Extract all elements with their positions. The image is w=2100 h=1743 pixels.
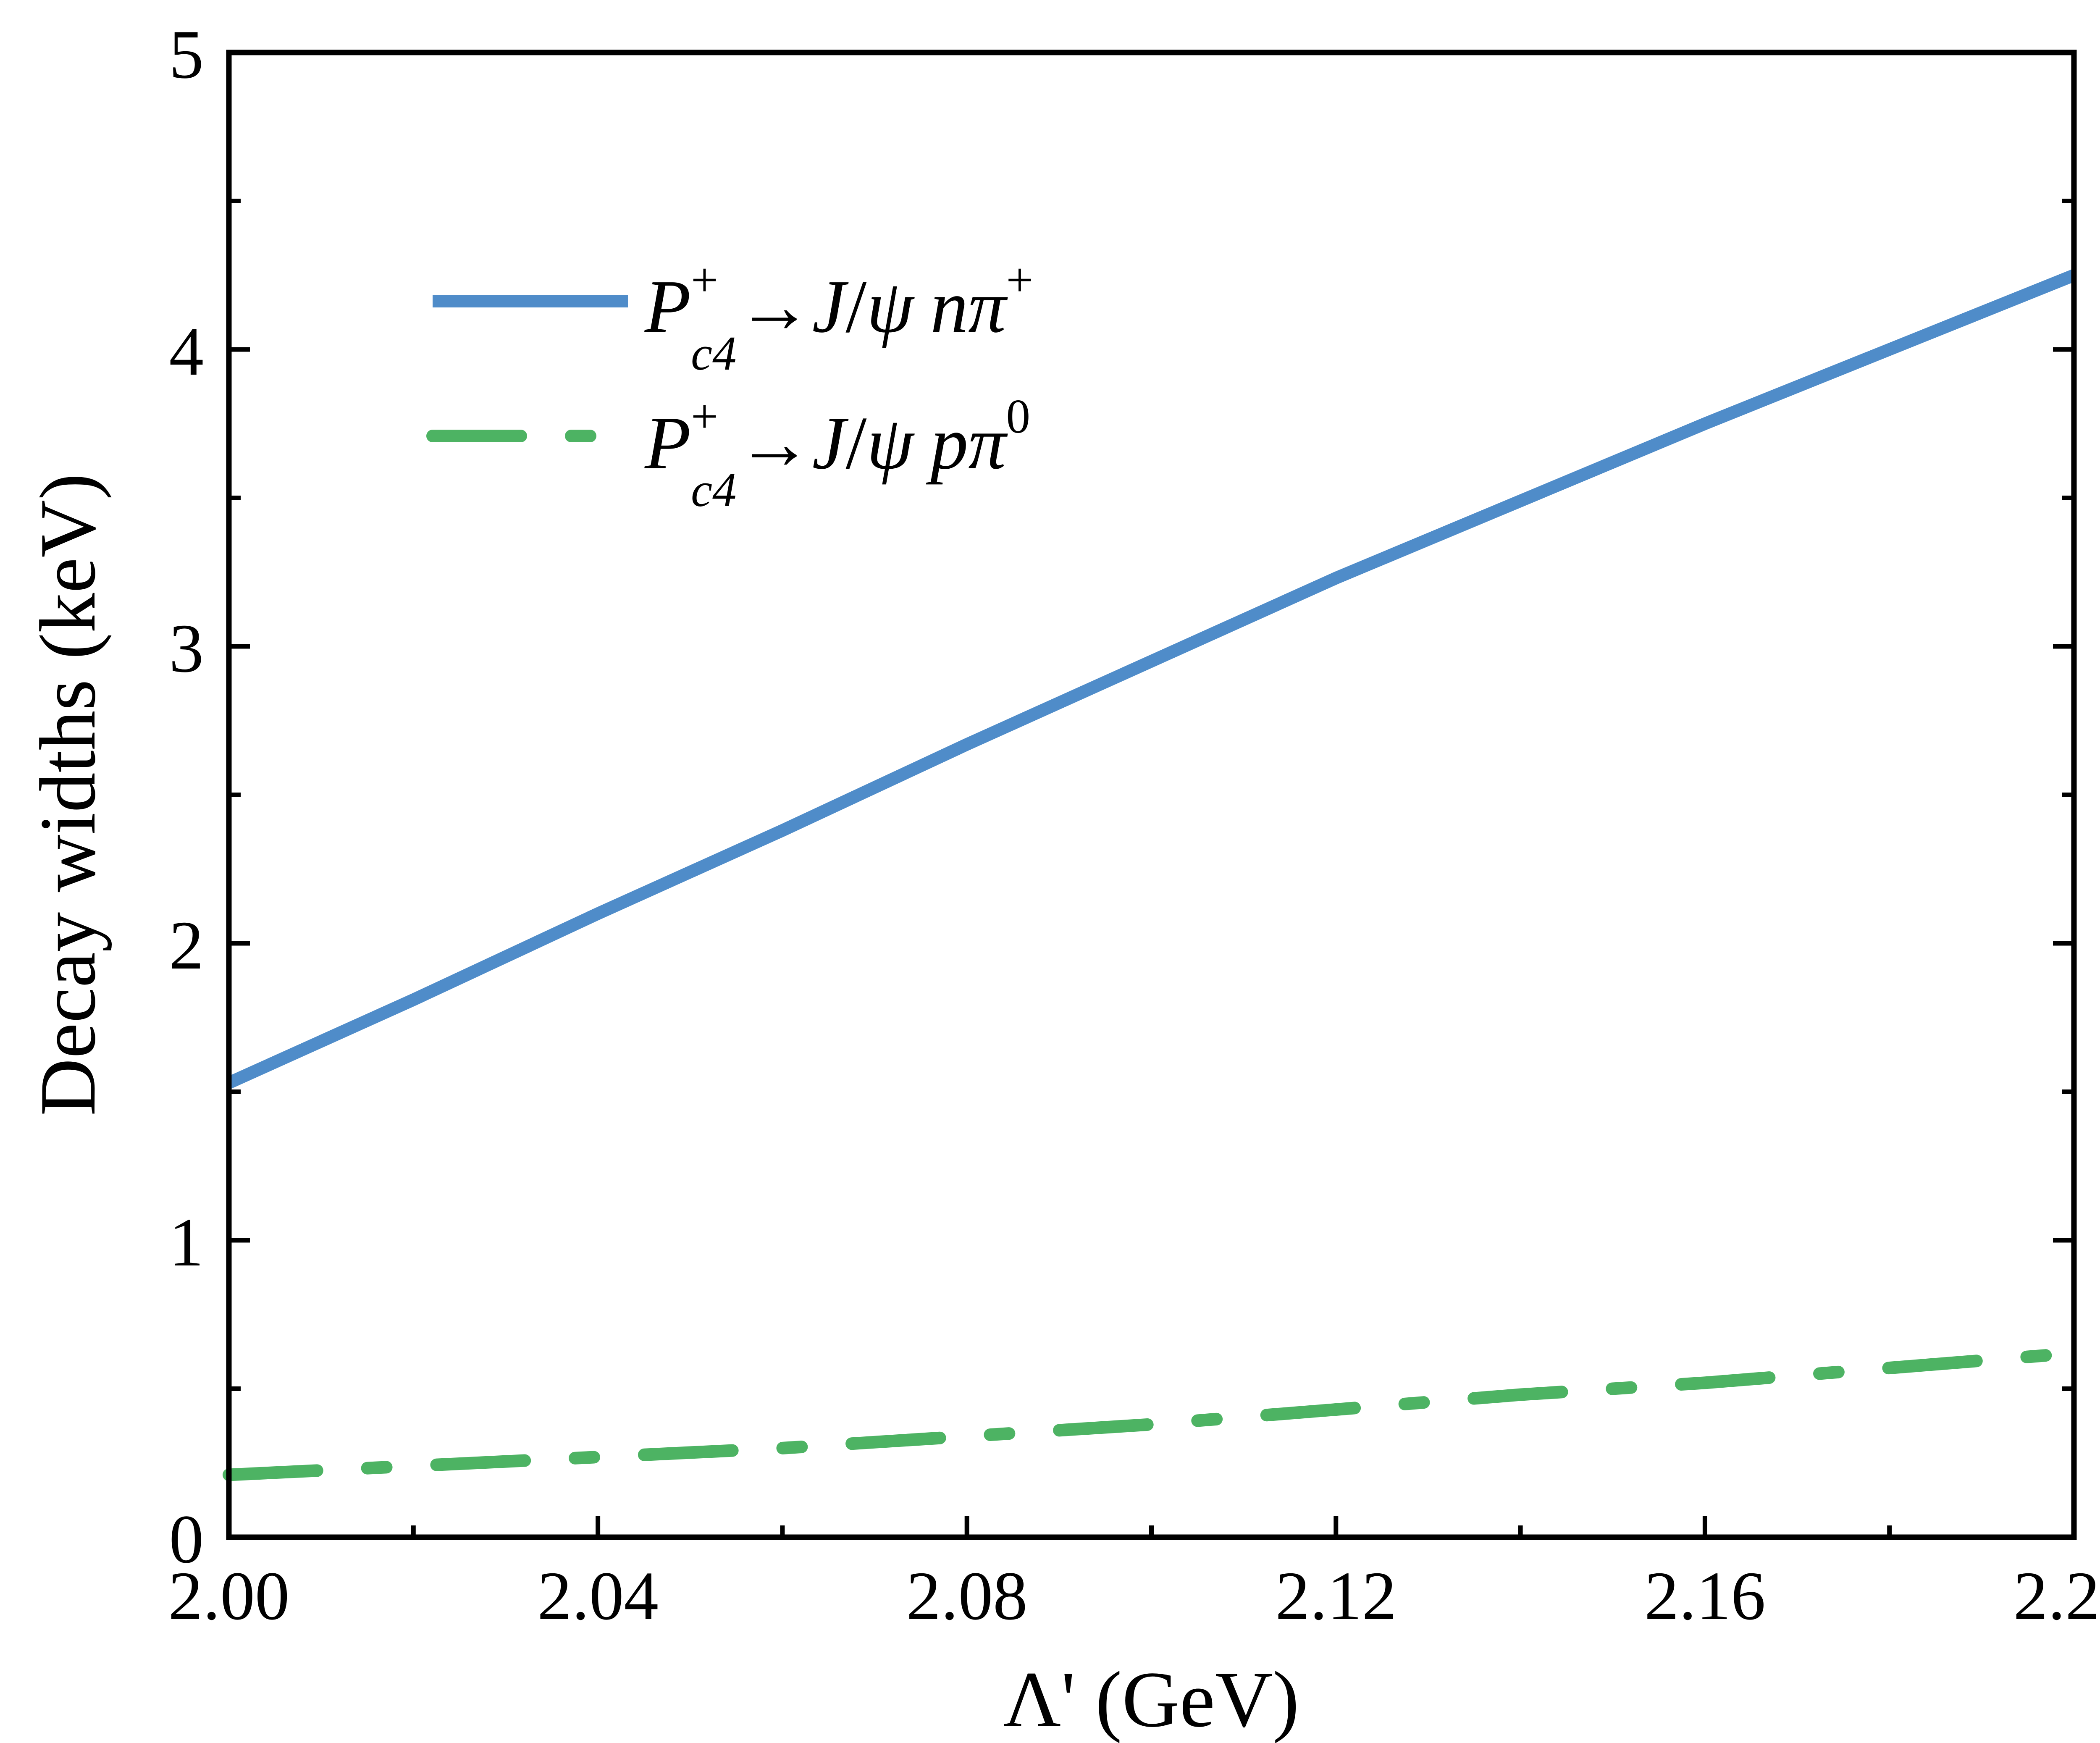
ticks-layer xyxy=(226,50,2076,1540)
x-tick-label: 2.00 xyxy=(168,1557,290,1634)
y-tick-label: 0 xyxy=(169,1501,204,1578)
legend-1-sub: c4 xyxy=(691,463,737,517)
series-line-1 xyxy=(223,1347,2080,1481)
plot-frame xyxy=(226,50,2077,1540)
legend-label-1: P+ c4→J/ψ pπ0 xyxy=(644,390,1030,517)
legend-0-slash: / xyxy=(845,265,867,348)
series-line-0 xyxy=(226,269,2076,1089)
series-layer xyxy=(223,269,2080,1481)
legend-1-slash: / xyxy=(845,401,867,485)
y-tick-label: 2 xyxy=(169,907,204,984)
legend-0-psi: ψ xyxy=(866,265,915,348)
y-tick-label: 5 xyxy=(169,16,204,93)
x-tick-label: 2.12 xyxy=(1275,1557,1396,1634)
legend-0-sub: c4 xyxy=(691,327,737,380)
legend-0-pi: π xyxy=(968,265,1008,348)
legend-label-0: P+ c4→J/ψ nπ+ xyxy=(644,253,1033,380)
y-tick-label: 4 xyxy=(169,313,204,390)
x-tick-label: 2.16 xyxy=(1644,1557,1766,1634)
tick-labels-layer: 0 1 2 3 4 5 2.00 2.04 2.08 2.12 2.16 2.20 xyxy=(168,16,2100,1634)
legend-1-particle: p xyxy=(926,401,968,485)
x-axis-label: Λ' (GeV) xyxy=(1003,1656,1299,1743)
y-axis-label: Decay widths (keV) xyxy=(24,473,112,1116)
legend-1-sup: + xyxy=(691,390,718,443)
x-tick-label: 2.04 xyxy=(537,1557,659,1634)
legend-1-pi: π xyxy=(968,401,1008,485)
legend-0-P: P xyxy=(644,265,691,348)
legend-0-arrow: → xyxy=(737,265,812,348)
legend-0-particle: n xyxy=(930,265,968,348)
legend-1-psi: ψ xyxy=(866,401,915,485)
legend-1-P: P xyxy=(644,401,691,485)
y-tick-label: 3 xyxy=(169,610,204,687)
legend-0-sup: + xyxy=(691,253,718,307)
legend-1-J: J xyxy=(812,401,849,485)
legend-1-charge: 0 xyxy=(1006,390,1030,443)
legend-0-J: J xyxy=(812,265,849,348)
legend-0-charge: + xyxy=(1006,253,1033,307)
x-tick-label: 2.08 xyxy=(906,1557,1028,1634)
legend: P+ c4→J/ψ nπ+ P+ c4→J/ψ pπ0 xyxy=(426,253,1033,517)
y-tick-label: 1 xyxy=(169,1204,204,1281)
legend-1-arrow: → xyxy=(737,401,812,485)
x-tick-label: 2.20 xyxy=(2013,1557,2100,1634)
